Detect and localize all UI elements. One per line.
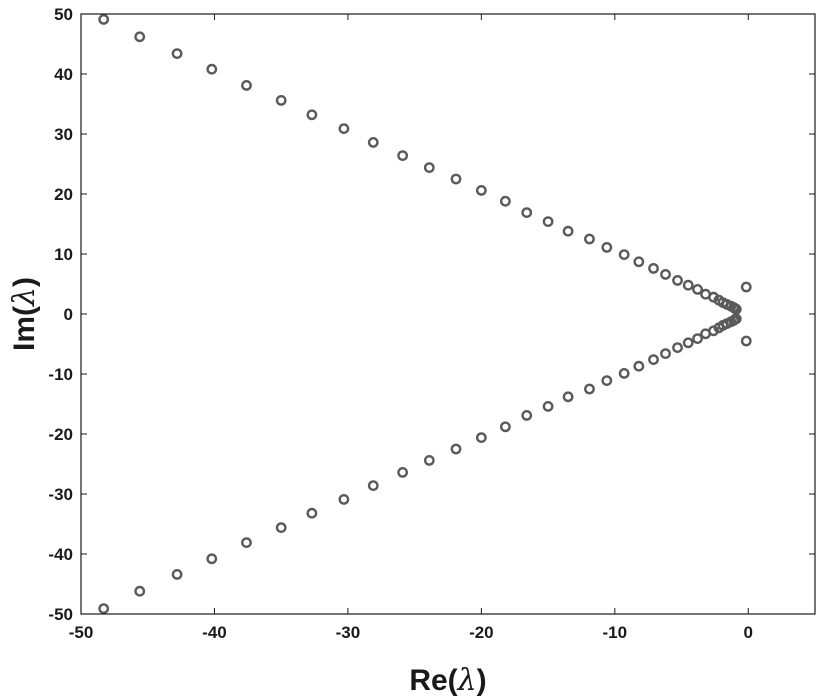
y-tick-label: -10 [48,365,73,384]
data-point [740,281,752,293]
x-axis-label-suffix: ) [477,664,487,697]
data-point [521,207,533,219]
data-point [648,354,659,365]
data-point [648,262,659,274]
data-point [134,31,146,43]
data-point [730,313,742,325]
data-point [660,348,671,359]
data-point [423,454,435,466]
data-point [601,241,613,253]
data-point [601,375,613,386]
data-point [542,216,554,228]
y-tick-label: -30 [48,485,73,504]
x-tick-label: -30 [336,623,361,642]
data-point [672,342,683,353]
y-axis-label-symbol: λ [7,287,42,307]
data-point [672,274,683,286]
data-point [241,80,252,91]
data-point [423,162,435,174]
data-point [682,337,694,349]
x-axis-label: Re(λ) [409,663,486,697]
data-point [562,391,574,403]
y-tick-label: 20 [54,185,73,204]
data-point [275,522,287,533]
data-point [367,136,379,148]
data-point [633,360,645,372]
data-points [98,13,752,614]
data-point [521,409,533,421]
data-point [206,63,218,75]
data-point [692,333,703,344]
data-point [682,279,694,291]
y-tick-label: -50 [48,605,73,624]
data-point [499,195,511,207]
y-tick-label: -20 [48,425,73,444]
x-tick-label: 0 [744,623,753,642]
y-tick-label: 40 [54,65,73,84]
data-point [338,493,350,505]
data-point [171,48,183,59]
y-tick-label: 10 [54,245,73,264]
data-point [134,585,146,597]
x-axis-label-symbol: λ [457,663,477,697]
data-point [171,569,183,580]
x-tick-label: -20 [469,623,494,642]
y-tick-label: 0 [64,305,73,324]
data-point [241,537,252,548]
data-point [206,553,218,565]
data-point [618,249,630,261]
data-point [450,173,462,185]
data-point [367,480,379,491]
data-point [633,256,645,268]
x-tick-label: -10 [603,623,628,642]
data-point [692,283,703,295]
x-tick-label: -50 [69,623,94,642]
y-tick-label: 30 [54,125,73,144]
data-point [306,507,318,519]
data-point [450,443,462,455]
data-point [740,335,752,347]
x-axis-label-prefix: Re( [409,664,457,697]
data-point [499,421,511,433]
data-point [562,225,574,237]
data-point [397,150,409,162]
data-point [475,432,487,443]
axis-ticks: -50 -40 -30 -20 -10 0 -50 -40 -30 -20 -10 0 10 20 30 40… [48,5,815,642]
data-point [306,109,318,121]
y-axis-label: Im(λ) [7,277,42,351]
y-tick-label: -40 [48,545,73,564]
data-point [584,233,595,245]
data-point [542,400,554,412]
y-axis-label-suffix: ) [8,277,41,287]
data-point [475,184,487,196]
y-axis-label-prefix: Im( [8,306,41,351]
data-point [618,367,630,379]
data-point [338,123,350,135]
data-point [397,466,409,478]
y-tick-label: 50 [54,5,73,24]
x-tick-label: -40 [202,623,227,642]
data-point [275,95,287,106]
data-point [584,383,595,395]
data-point [660,268,671,280]
data-point [98,603,110,614]
data-point [98,13,110,25]
